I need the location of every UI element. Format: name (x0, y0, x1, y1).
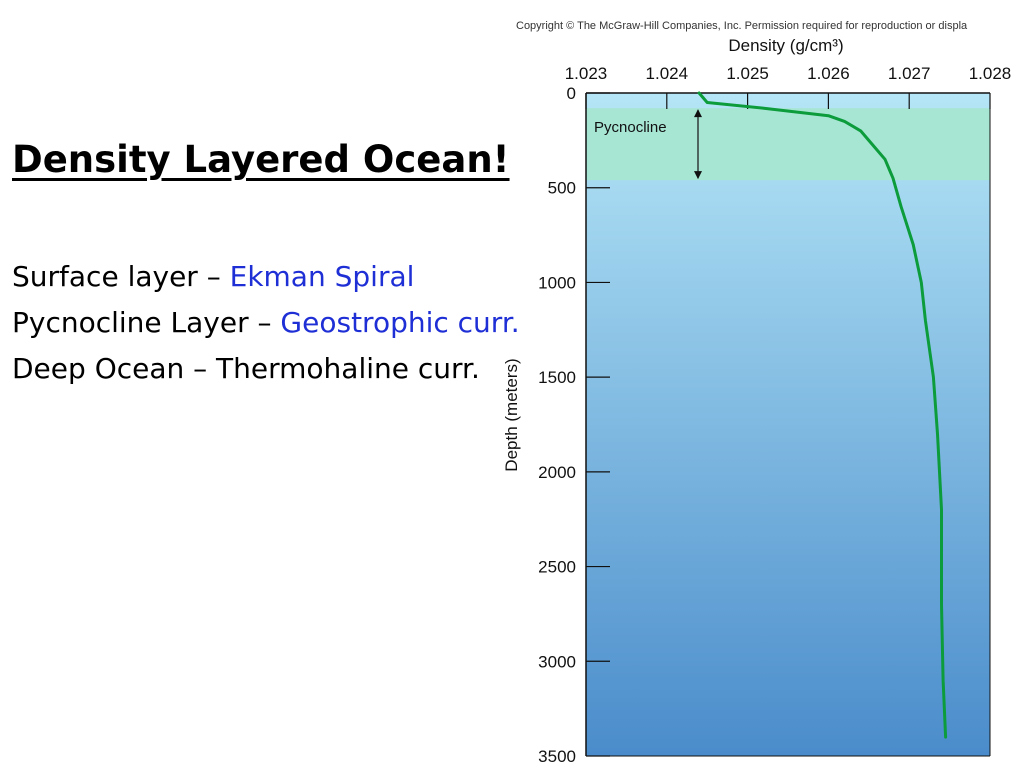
x-axis-title: Density (g/cm³) (728, 36, 843, 55)
ocean-water-column (586, 93, 990, 756)
y-axis-ticks: 0 500 1000 1500 2000 2500 3000 3500 (538, 84, 610, 766)
bullet-highlight: Ekman Spiral (229, 260, 415, 293)
y-tick-label: 500 (548, 179, 576, 198)
y-tick-label: 2000 (538, 463, 576, 482)
y-axis-title: Depth (meters) (502, 358, 521, 471)
y-tick-label: 3500 (538, 747, 576, 766)
pycnocline-arrow (694, 109, 702, 180)
bullet-text: Pycnocline Layer – (12, 306, 281, 339)
pycnocline-label: Pycnocline (594, 119, 667, 136)
x-tick-label: 1.024 (646, 64, 689, 83)
bullet-text: Deep Ocean – Thermohaline curr. (12, 352, 480, 385)
y-tick-label: 1000 (538, 273, 576, 292)
x-tick-label: 1.025 (726, 64, 769, 83)
bullet-list: Surface layer – Ekman Spiral Pycnocline … (12, 254, 520, 392)
x-axis-ticks: 1.023 1.024 1.025 1.026 1.027 1.028 (565, 64, 1012, 109)
bullet-surface-layer: Surface layer – Ekman Spiral (12, 254, 520, 300)
y-tick-label: 3000 (538, 652, 576, 671)
x-tick-label: 1.027 (888, 64, 931, 83)
bullet-text: Surface layer – (12, 260, 230, 293)
bullet-pycnocline-layer: Pycnocline Layer – Geostrophic curr. (12, 300, 520, 346)
x-tick-label: 1.026 (807, 64, 850, 83)
y-tick-label: 1500 (538, 368, 576, 387)
density-profile-line (697, 91, 948, 739)
pycnocline-band (586, 108, 990, 181)
copyright-notice: Copyright © The McGraw-Hill Companies, I… (516, 20, 968, 32)
y-tick-label: 0 (567, 84, 576, 103)
slide-title: Density Layered Ocean! (12, 138, 510, 181)
chart-axes (585, 92, 991, 757)
x-tick-label: 1.028 (969, 64, 1012, 83)
y-tick-label: 2500 (538, 558, 576, 577)
x-tick-label: 1.023 (565, 64, 608, 83)
bullet-highlight: Geostrophic curr. (280, 306, 520, 339)
bullet-deep-ocean: Deep Ocean – Thermohaline curr. (12, 346, 520, 392)
